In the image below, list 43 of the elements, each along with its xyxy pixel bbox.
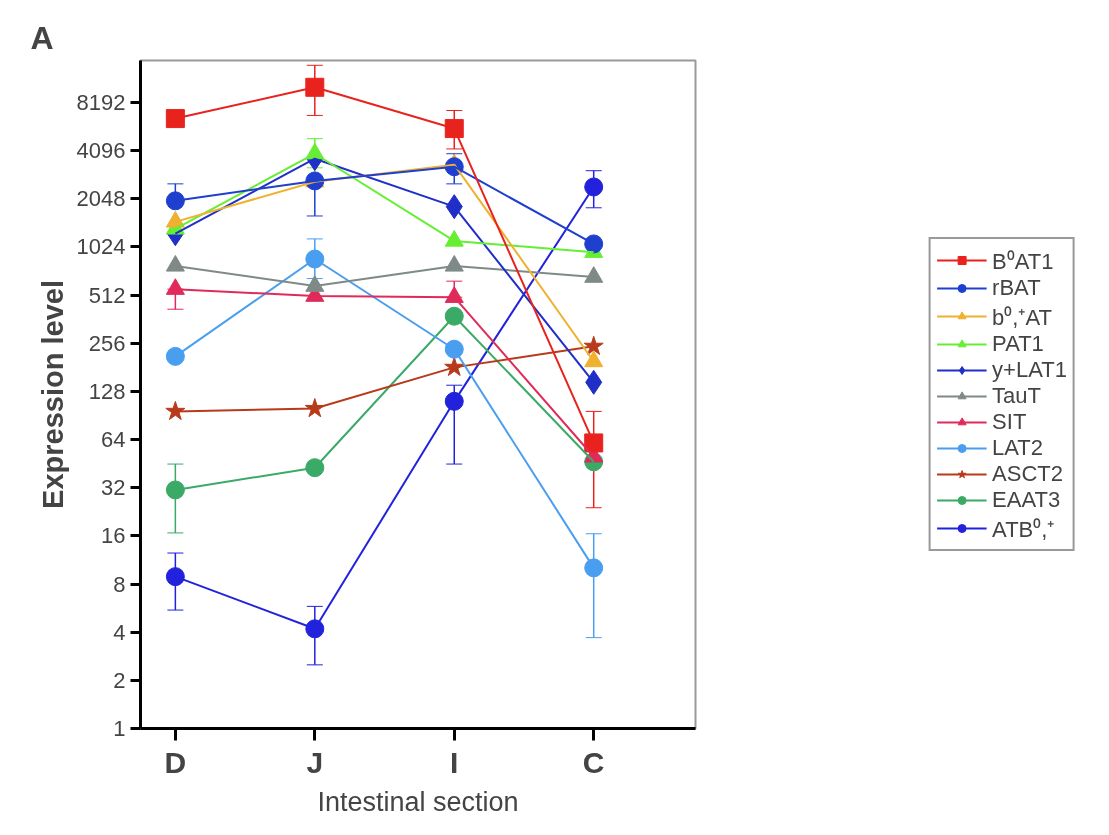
y-tick-label: 8192 bbox=[76, 90, 126, 116]
legend-label: rBAT bbox=[992, 275, 1041, 301]
point bbox=[584, 177, 604, 197]
y-tick-label: 4 bbox=[113, 619, 126, 645]
y-tick-label: 1 bbox=[113, 716, 126, 741]
point bbox=[165, 346, 185, 366]
x-tick-label: J bbox=[306, 745, 324, 779]
x-tick-label: D bbox=[164, 745, 187, 779]
x-tick-label: I bbox=[450, 745, 459, 779]
y-tick-label: 8 bbox=[113, 571, 126, 597]
y-tick-label: 32 bbox=[101, 475, 126, 501]
legend-label: ATB⁰,⁺ bbox=[992, 516, 1055, 543]
legend-label: EAAT3 bbox=[992, 487, 1061, 513]
legend-label: b⁰,⁺AT bbox=[992, 304, 1052, 331]
y-tick-label: 1024 bbox=[76, 234, 126, 260]
y-tick-label: 64 bbox=[101, 427, 126, 453]
y-tick-label: 128 bbox=[88, 378, 126, 404]
point bbox=[583, 335, 604, 355]
y-tick-label: 2048 bbox=[76, 186, 126, 212]
y-tick-label: 2 bbox=[113, 667, 126, 693]
point bbox=[165, 191, 185, 211]
legend-label: PAT1 bbox=[992, 331, 1044, 357]
point bbox=[165, 480, 185, 500]
y-tick-label: 512 bbox=[88, 282, 126, 308]
legend-label: ASCT2 bbox=[992, 461, 1064, 487]
legend-label: y+LAT1 bbox=[992, 357, 1067, 383]
point bbox=[584, 558, 604, 578]
text: A bbox=[30, 19, 54, 56]
y-tick-label: 16 bbox=[101, 523, 126, 549]
y-tick-label: 4096 bbox=[76, 138, 126, 164]
point bbox=[584, 234, 604, 254]
point bbox=[584, 433, 604, 453]
y-axis-title: Expression level bbox=[36, 280, 69, 509]
point bbox=[165, 400, 186, 421]
x-axis-title: Intestinal section bbox=[317, 786, 519, 817]
legend-label: SIT bbox=[992, 409, 1027, 435]
legend-label: B⁰AT1 bbox=[992, 248, 1054, 275]
legend-label: LAT2 bbox=[992, 435, 1044, 461]
point bbox=[165, 109, 185, 129]
y-tick-label: 256 bbox=[88, 330, 126, 356]
legend-label: TauT bbox=[992, 383, 1042, 409]
point bbox=[165, 567, 185, 587]
x-tick-label: C bbox=[582, 745, 605, 779]
